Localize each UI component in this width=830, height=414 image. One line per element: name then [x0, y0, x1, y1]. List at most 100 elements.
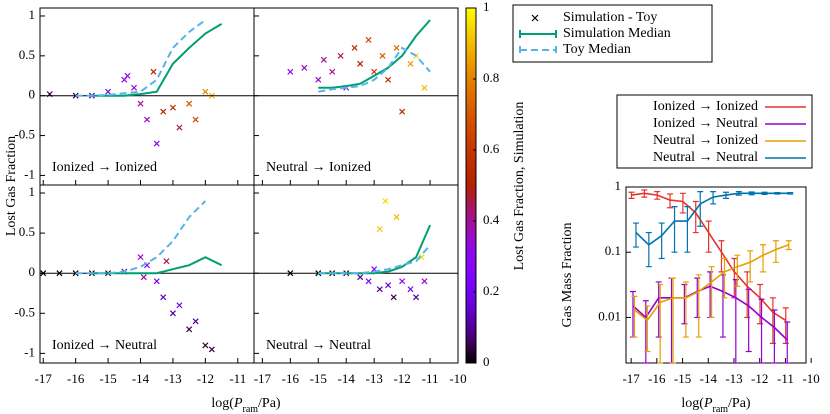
y-tick-label: 0	[29, 264, 36, 279]
legend-label: Neutral → Ionized	[653, 133, 758, 148]
panel-label: Ionized → Ionized	[52, 160, 157, 175]
panel-label: Neutral → Ionized	[266, 160, 371, 175]
plot-frame	[625, 186, 807, 364]
error-bar	[771, 309, 778, 364]
legend-swatch	[519, 46, 557, 54]
x-tick-label: -11	[777, 371, 794, 386]
x-label-part: log(	[211, 396, 234, 411]
colorbar-tick-label: 1	[483, 0, 490, 14]
y-tick-label: 1	[29, 7, 36, 22]
x-tick-label: -14	[338, 371, 356, 386]
scatter-point	[337, 52, 344, 59]
legend-swatch	[519, 30, 557, 38]
legend-label: Neutral → Neutral	[653, 150, 758, 165]
scatter-point	[393, 44, 400, 51]
y-tick-label: -0.5	[14, 127, 35, 142]
scatter-point	[385, 76, 392, 83]
error-bar	[679, 192, 686, 214]
x-tick-label: -15	[674, 371, 691, 386]
x-tick-label: -17	[35, 371, 53, 386]
median-line	[75, 200, 207, 275]
median-line	[318, 244, 431, 275]
legend-label: Ionized → Neutral	[653, 116, 758, 131]
y-tick-label: 1	[29, 184, 36, 199]
scatter-point	[393, 214, 400, 221]
scatter-point	[186, 326, 193, 333]
x-tick-label: -16	[648, 371, 666, 386]
error-bar	[667, 193, 674, 209]
scatter-point	[315, 76, 322, 83]
panel-label: Neutral → Neutral	[266, 338, 371, 353]
y-tick-label: 0.5	[19, 47, 35, 62]
scatter-point	[329, 68, 336, 75]
x-tick-label: -15	[310, 371, 327, 386]
series-line	[631, 192, 787, 322]
x-tick-label: -12	[751, 371, 768, 386]
scatter-point	[382, 198, 389, 205]
median-line	[75, 19, 206, 97]
x-tick-label: -14	[700, 371, 718, 386]
scatter-point	[153, 278, 160, 285]
x-tick-label: -11	[229, 371, 246, 386]
plot-frame	[253, 184, 459, 364]
scatter-point	[160, 108, 167, 115]
scatter-point	[351, 44, 358, 51]
scatter-point	[143, 116, 151, 123]
colorbar-tick-label: 0.6	[483, 141, 500, 156]
plot-frame	[253, 7, 459, 186]
error-bar	[734, 254, 741, 287]
x-tick-label: -10	[802, 371, 819, 386]
scatter-point	[169, 104, 176, 111]
scatter-point	[192, 318, 199, 325]
scatter-point	[413, 294, 420, 301]
plot-frame	[39, 7, 255, 186]
error-bar	[705, 220, 712, 253]
scatter-point	[365, 278, 372, 285]
scatter-point	[407, 60, 414, 67]
legend-label: Simulation Median	[563, 26, 671, 41]
median-line	[91, 23, 223, 97]
x-label-part: ram	[713, 404, 729, 414]
legend-label: Simulation - Toy	[563, 10, 657, 25]
scatter-point	[301, 64, 308, 71]
x-tick-label: -12	[197, 371, 214, 386]
x-tick-label: -14	[132, 371, 150, 386]
median-line	[318, 19, 431, 89]
error-bar	[695, 274, 702, 338]
error-bar	[721, 257, 728, 299]
scatter-point	[176, 124, 183, 131]
scatter-point	[137, 254, 144, 261]
error-bar	[784, 321, 791, 364]
error-bar	[657, 283, 664, 364]
error-bar	[628, 191, 635, 199]
scatter-point	[376, 286, 383, 293]
scatter-point	[320, 56, 327, 63]
y-tick-label: -1	[24, 166, 35, 181]
scatter-point	[208, 346, 215, 353]
y-tick-label: -0.5	[14, 304, 35, 319]
y-tick-label: -1	[24, 344, 35, 359]
x-tick-label: -10	[449, 371, 466, 386]
scatter-point	[379, 52, 386, 59]
scatter-point	[176, 302, 183, 309]
scatter-point	[202, 88, 209, 95]
error-bar	[682, 281, 689, 338]
scatter-point	[421, 84, 428, 91]
scatter-point	[357, 60, 364, 67]
x-tick-label: -16	[67, 371, 85, 386]
scatter-point	[399, 108, 406, 115]
scatter-point	[287, 68, 294, 75]
scatter-point	[150, 68, 157, 75]
y-axis-label: Lost Gas Fraction	[4, 136, 19, 236]
scatter-point	[124, 72, 131, 79]
median-line	[318, 46, 431, 93]
x-label-part: /Pa)	[258, 396, 281, 411]
scatter-point	[202, 342, 209, 349]
y-tick-label: 0.1	[605, 243, 621, 258]
colorbar-label: Lost Gas Fraction, Simulation	[512, 102, 527, 271]
y-tick-label: 0	[29, 87, 36, 102]
error-bar	[645, 231, 652, 268]
x-tick-label: -17	[254, 371, 272, 386]
y-tick-label: 0.5	[19, 224, 35, 239]
